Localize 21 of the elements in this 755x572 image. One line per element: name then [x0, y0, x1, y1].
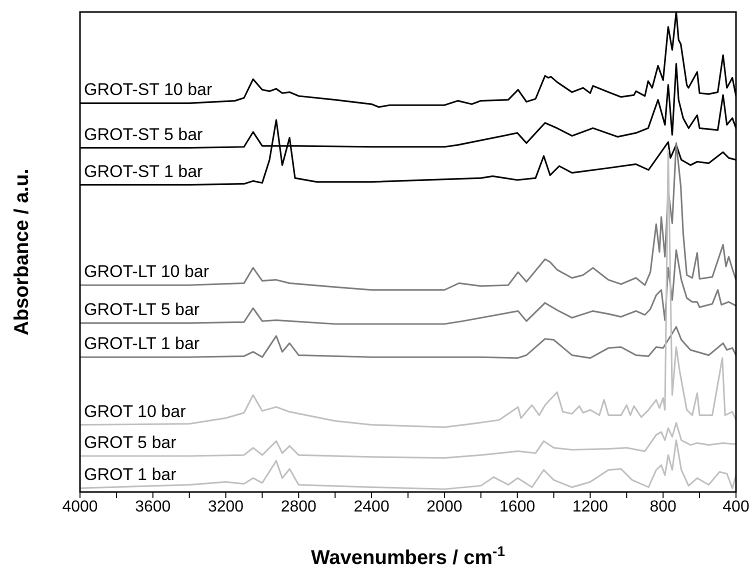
series-label: GROT 5 bar	[84, 433, 177, 452]
series-label: GROT-LT 1 bar	[84, 334, 200, 354]
x-tick-label: 3200	[208, 498, 244, 516]
x-tick-label: 1200	[572, 498, 608, 516]
series-label: GROT 1 bar	[84, 465, 177, 484]
y-axis-title: Absorbance / a.u.	[11, 168, 33, 336]
series-label: GROT-LT 5 bar	[84, 300, 200, 320]
series-label: GROT-ST 1 bar	[84, 162, 204, 181]
series-label: GROT-LT 10 bar	[84, 262, 210, 282]
x-axis-title: Wavenumbers / cm$^{-1}$	[311, 543, 506, 569]
x-tick-label: 4000	[62, 498, 98, 516]
series-label: GROT 10 bar	[84, 402, 186, 421]
x-tick-label: 3600	[135, 498, 171, 516]
x-tick-label: 400	[722, 498, 750, 516]
x-tick-label: 800	[650, 498, 677, 516]
series-label: GROT-ST 10 bar	[84, 80, 213, 100]
x-tick-label: 2000	[426, 498, 462, 516]
series-label: GROT-ST 5 bar	[84, 124, 204, 144]
x-tick-label: 1600	[500, 498, 536, 516]
x-tick-label: 2400	[354, 498, 390, 516]
x-tick-label: 2800	[280, 498, 317, 516]
